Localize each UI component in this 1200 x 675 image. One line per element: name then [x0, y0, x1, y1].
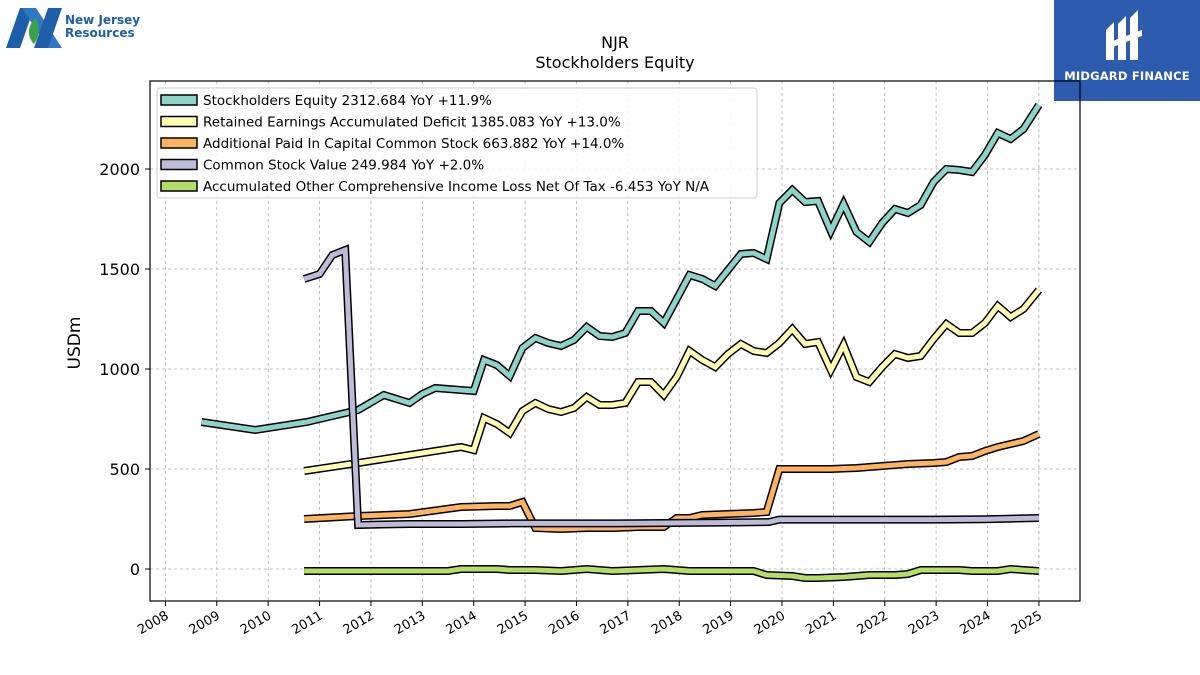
legend-box — [156, 87, 758, 199]
legend-label-1: Retained Earnings Accumulated Deficit 13… — [203, 115, 621, 131]
legend-label-3: Common Stock Value 249.984 YoY +2.0% — [203, 158, 484, 174]
midgard-finance-logo: MIDGARD FINANCE — [1054, 0, 1200, 101]
x-tick-label: 2015 — [495, 608, 531, 638]
series-line-1 — [303, 288, 1041, 474]
njr-logo-name: New Jersey Resources — [65, 13, 141, 40]
x-tick-label: 2013 — [392, 608, 428, 638]
x-tick-label: 2008 — [135, 608, 171, 638]
series-line-4 — [304, 566, 1040, 581]
series-layer — [200, 102, 1043, 582]
legend-label-4: Accumulated Other Comprehensive Income L… — [203, 179, 710, 195]
y-tick-label: 0 — [130, 560, 140, 579]
series-line-2 — [303, 431, 1040, 532]
midgard-logo-mark-icon — [1106, 10, 1142, 60]
x-tick-label: 2010 — [238, 608, 274, 638]
x-tick-label: 2012 — [341, 608, 377, 638]
njr-logo: New Jersey Resources — [4, 4, 154, 50]
x-tick-label: 2022 — [855, 608, 891, 638]
x-tick-label: 2021 — [803, 608, 839, 638]
x-tick-label: 2018 — [649, 608, 685, 638]
njr-logo-mark-icon — [6, 8, 62, 48]
x-tick-label: 2020 — [752, 608, 788, 638]
legend-swatch-0 — [160, 94, 198, 106]
legend-swatch-1 — [160, 115, 198, 128]
x-tick-label: 2025 — [1009, 608, 1045, 638]
x-tick-label: 2017 — [598, 608, 634, 638]
legend-label-2: Additional Paid In Capital Common Stock … — [203, 136, 624, 152]
chart-subtitle: Stockholders Equity — [535, 53, 694, 72]
x-tick-label: 2014 — [444, 608, 480, 638]
y-tick-label: 2000 — [99, 160, 140, 179]
legend-swatch-3 — [160, 158, 198, 171]
y-tick-label: 500 — [109, 460, 140, 479]
series-line-0 — [201, 103, 1042, 433]
x-tick-label: 2024 — [957, 608, 993, 638]
legend-swatch-4 — [160, 180, 198, 192]
x-tick-label: 2011 — [289, 608, 325, 638]
legend-swatch-2 — [160, 137, 198, 149]
y-axis-label: USDm — [65, 317, 85, 370]
midgard-logo-name: MIDGARD FINANCE — [1064, 69, 1190, 83]
y-tick-label: 1000 — [99, 360, 140, 379]
x-tick-label: 2019 — [700, 608, 736, 638]
x-tick-label: 2016 — [546, 608, 582, 638]
y-tick-label: 1500 — [99, 260, 140, 279]
x-tick-label: 2023 — [906, 608, 942, 638]
legend: Stockholders Equity 2312.684 YoY +11.9% R… — [156, 87, 758, 199]
chart-title: NJR — [601, 33, 629, 52]
series-line-3 — [303, 246, 1039, 528]
plot-frame — [149, 80, 1081, 602]
legend-label-0: Stockholders Equity 2312.684 YoY +11.9% — [203, 93, 492, 109]
x-tick-label: 2009 — [187, 608, 223, 638]
